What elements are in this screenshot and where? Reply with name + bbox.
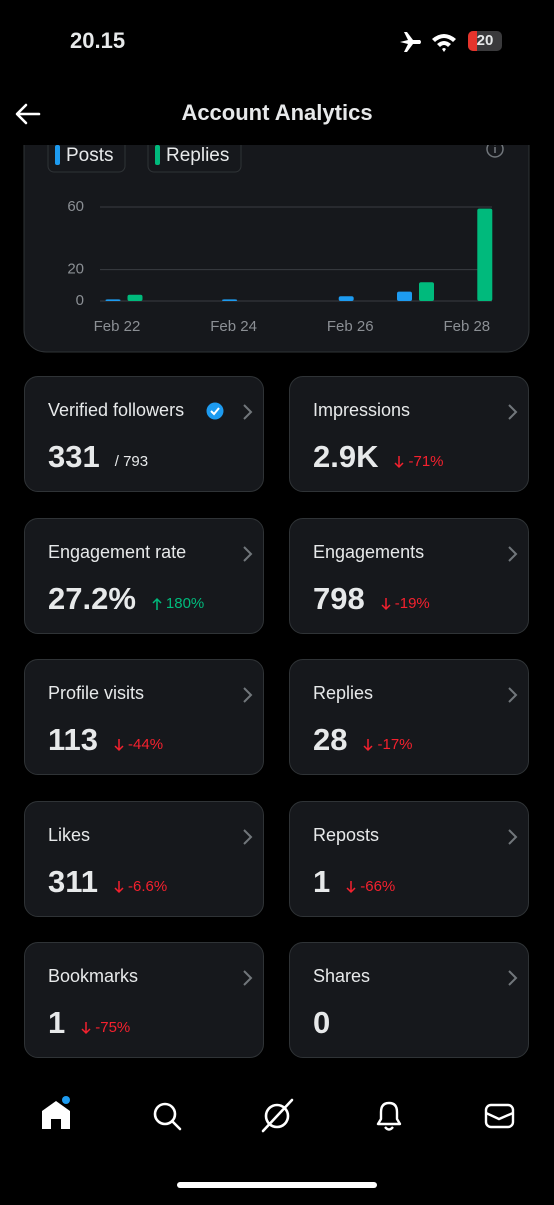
chevron bbox=[508, 687, 518, 703]
down-arrow bbox=[363, 739, 374, 752]
chevron bbox=[508, 404, 518, 420]
chevron bbox=[243, 687, 253, 703]
bar bbox=[477, 208, 493, 301]
metric-label: Shares bbox=[313, 966, 371, 986]
battery-level: 20 bbox=[476, 32, 494, 49]
grok-tab[interactable] bbox=[264, 1103, 290, 1129]
down-arrow bbox=[114, 739, 124, 752]
chevron bbox=[243, 404, 253, 420]
bar bbox=[338, 296, 354, 301]
metric-value: 1 bbox=[48, 1005, 66, 1040]
metric-value: 311 bbox=[48, 863, 99, 899]
metric-card[interactable]: Likes 311 -6.6% bbox=[24, 800, 264, 917]
home-tab[interactable] bbox=[42, 1101, 70, 1129]
up-arrow bbox=[152, 597, 162, 610]
verified-badge bbox=[206, 402, 224, 420]
metric-card[interactable]: Reposts 1 -66% bbox=[289, 800, 529, 917]
metric-detail: 180% bbox=[165, 594, 205, 612]
metric-value: 28 bbox=[313, 722, 348, 757]
metric-label: Impressions bbox=[313, 400, 411, 420]
bar bbox=[105, 299, 121, 301]
chart: 0 20 60 Feb 22 Feb 24 Feb 26 Feb 28 Posts Replie… bbox=[23, 95, 530, 353]
metric-label: Profile visits bbox=[48, 683, 145, 703]
metric-label: Likes bbox=[48, 824, 91, 845]
nav-icons bbox=[42, 1096, 515, 1188]
back-button[interactable] bbox=[14, 102, 42, 126]
metric-card[interactable]: Replies 28 -17% bbox=[289, 659, 529, 775]
top-bar: 20.15 20 Account Analytics bbox=[0, 0, 554, 145]
metric-label: Replies bbox=[313, 683, 374, 703]
chevron bbox=[243, 970, 253, 986]
metric-card[interactable]: Profile visits 113 -44% bbox=[24, 659, 264, 775]
metric-detail: -75% bbox=[95, 1019, 131, 1036]
metric-card[interactable]: Shares 0 bbox=[289, 942, 529, 1058]
down-arrow bbox=[114, 880, 124, 893]
metric-value: 2.9K bbox=[313, 439, 379, 474]
down-arrow bbox=[346, 880, 356, 893]
metric-value: 27.2% bbox=[48, 580, 136, 616]
metric-value: 113 bbox=[48, 722, 99, 757]
metric-label: Verified followers bbox=[48, 400, 185, 420]
metric-card[interactable]: Engagements 798 -19% bbox=[289, 517, 529, 634]
metric-detail: -6.6% bbox=[128, 877, 168, 895]
page-title: Account Analytics bbox=[181, 100, 373, 125]
legend-swatch bbox=[55, 145, 60, 165]
bar bbox=[222, 299, 238, 301]
y-tick-label: 60 bbox=[67, 198, 84, 215]
messages-tab[interactable] bbox=[484, 1103, 515, 1129]
x-tick-label: Feb 28 bbox=[443, 318, 490, 335]
metric-detail: -17% bbox=[377, 736, 413, 753]
chevron bbox=[508, 828, 518, 845]
clock: 20.15 bbox=[70, 28, 126, 53]
legend-item[interactable]: Posts bbox=[47, 137, 126, 173]
x-tick-label: Feb 26 bbox=[327, 318, 374, 335]
notifications-tab[interactable] bbox=[376, 1101, 402, 1131]
legend-item[interactable]: Replies bbox=[147, 137, 242, 173]
metric-value: 0 bbox=[313, 1005, 331, 1040]
metric-detail: -66% bbox=[360, 877, 396, 895]
y-tick-label: 20 bbox=[67, 261, 84, 278]
metric-label: Engagement rate bbox=[48, 541, 187, 562]
down-arrow bbox=[394, 456, 405, 469]
chevron bbox=[508, 545, 518, 562]
home-indicator bbox=[177, 1182, 377, 1188]
chevron bbox=[243, 828, 253, 845]
x-tick-label: Feb 24 bbox=[210, 318, 257, 335]
chevron bbox=[508, 970, 518, 986]
metric-value: 331 bbox=[48, 439, 100, 474]
metric-label: Reposts bbox=[313, 824, 380, 845]
metric-detail: -19% bbox=[394, 594, 430, 612]
legend-label: Posts bbox=[66, 145, 114, 166]
metric-detail: -71% bbox=[408, 453, 444, 470]
metric-card[interactable]: Verified followers 331 / 793 bbox=[24, 376, 264, 492]
metric-label: Bookmarks bbox=[48, 966, 139, 986]
legend-swatch bbox=[155, 145, 160, 165]
bar bbox=[397, 291, 412, 301]
x-tick-label: Feb 22 bbox=[94, 318, 141, 335]
metric-card[interactable]: Impressions 2.9K -71% bbox=[289, 376, 529, 492]
metric-label: Engagements bbox=[313, 541, 425, 562]
status-icons bbox=[400, 32, 456, 52]
bottom-nav bbox=[0, 1085, 554, 1200]
legend-label: Replies bbox=[166, 145, 229, 166]
bar bbox=[419, 282, 434, 301]
search-tab[interactable] bbox=[153, 1102, 177, 1126]
chevron bbox=[243, 545, 253, 562]
metric-detail: -44% bbox=[128, 736, 164, 753]
metric-card[interactable]: Engagement rate 27.2% 180% bbox=[24, 517, 264, 634]
metric-detail: / 793 bbox=[114, 453, 149, 470]
down-arrow bbox=[81, 1022, 91, 1035]
down-arrow bbox=[381, 597, 391, 610]
battery: 20 bbox=[468, 31, 502, 51]
bar bbox=[127, 294, 143, 301]
y-tick-label: 0 bbox=[76, 292, 84, 309]
metric-card[interactable]: Bookmarks 1 -75% bbox=[24, 942, 264, 1058]
metric-value: 798 bbox=[313, 580, 365, 616]
metric-value: 1 bbox=[313, 863, 331, 899]
